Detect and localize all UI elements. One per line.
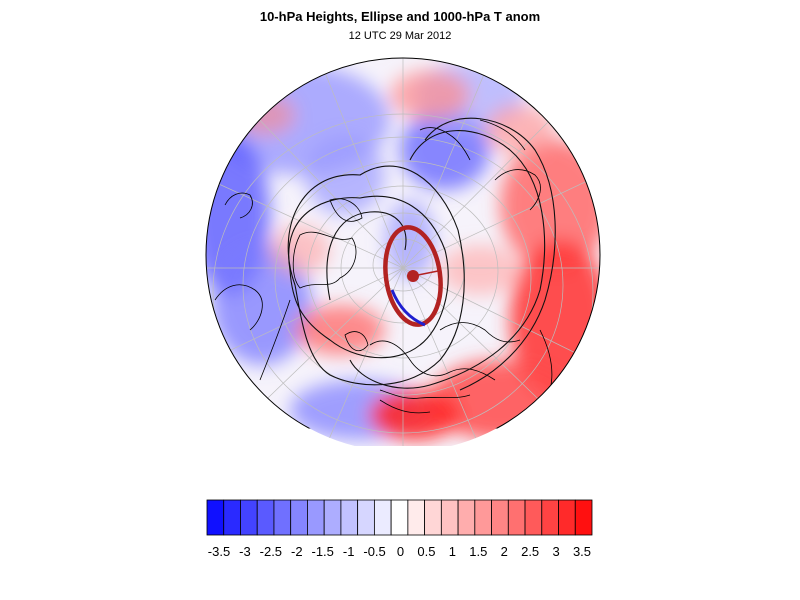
colorbar-tick-label: 0.5 bbox=[417, 544, 435, 559]
ellipse-center bbox=[407, 270, 419, 282]
colorbar-tick-label: 1.5 bbox=[469, 544, 487, 559]
colorbar-tick-label: -1.5 bbox=[312, 544, 334, 559]
graticule bbox=[206, 58, 600, 452]
colorbar-tick-label: 0 bbox=[397, 544, 404, 559]
colorbar-box bbox=[424, 499, 442, 536]
polar-map bbox=[205, 0, 601, 453]
colorbar-box bbox=[323, 499, 342, 536]
colorbar-box bbox=[491, 499, 509, 536]
coastlines bbox=[214, 119, 553, 414]
colorbar-tick-label: -3 bbox=[239, 544, 251, 559]
colorbar-box bbox=[240, 499, 258, 536]
colorbar-tick-label: 2 bbox=[501, 544, 508, 559]
colorbar-box bbox=[206, 499, 225, 536]
colorbar-box bbox=[440, 499, 459, 536]
colorbar-box bbox=[457, 499, 476, 536]
colorbar-box bbox=[407, 499, 426, 536]
colorbar-tick-label: -0.5 bbox=[363, 544, 385, 559]
colorbar-tick-label: 2.5 bbox=[521, 544, 539, 559]
colorbar-box bbox=[273, 499, 292, 536]
colorbar-tick-label: -2 bbox=[291, 544, 303, 559]
colorbar-tick-label: -1 bbox=[343, 544, 355, 559]
map-subtitle: 12 UTC 29 Mar 2012 bbox=[348, 30, 452, 42]
colorbar-box bbox=[541, 499, 559, 536]
colorbar-box bbox=[290, 499, 308, 536]
map-title: 10-hPa Heights, Ellipse and 1000-hPa T a… bbox=[259, 9, 541, 24]
colorbar-box bbox=[524, 499, 543, 536]
colorbar-box bbox=[357, 499, 375, 536]
colorbar-tick-label: 1 bbox=[449, 544, 456, 559]
colorbar-box bbox=[373, 499, 392, 536]
height-contours bbox=[287, 117, 556, 391]
ellipse-minor-arc bbox=[390, 289, 426, 327]
colorbar-box bbox=[507, 499, 526, 536]
colorbar-box bbox=[256, 499, 275, 536]
vortex-ellipse bbox=[383, 225, 443, 327]
colorbar-box bbox=[474, 499, 492, 536]
colorbar-box bbox=[340, 499, 359, 536]
colorbar-tick-label: 3.5 bbox=[573, 544, 591, 559]
colorbar-box bbox=[223, 499, 241, 536]
colorbar-tick-label: -3.5 bbox=[208, 544, 230, 559]
colorbar-tick-label: 3 bbox=[552, 544, 559, 559]
colorbar-box bbox=[558, 499, 576, 536]
colorbar-box bbox=[307, 499, 325, 536]
colorbar-box bbox=[390, 499, 409, 536]
colorbar-tick-label: -2.5 bbox=[260, 544, 282, 559]
colorbar-box bbox=[574, 499, 593, 536]
